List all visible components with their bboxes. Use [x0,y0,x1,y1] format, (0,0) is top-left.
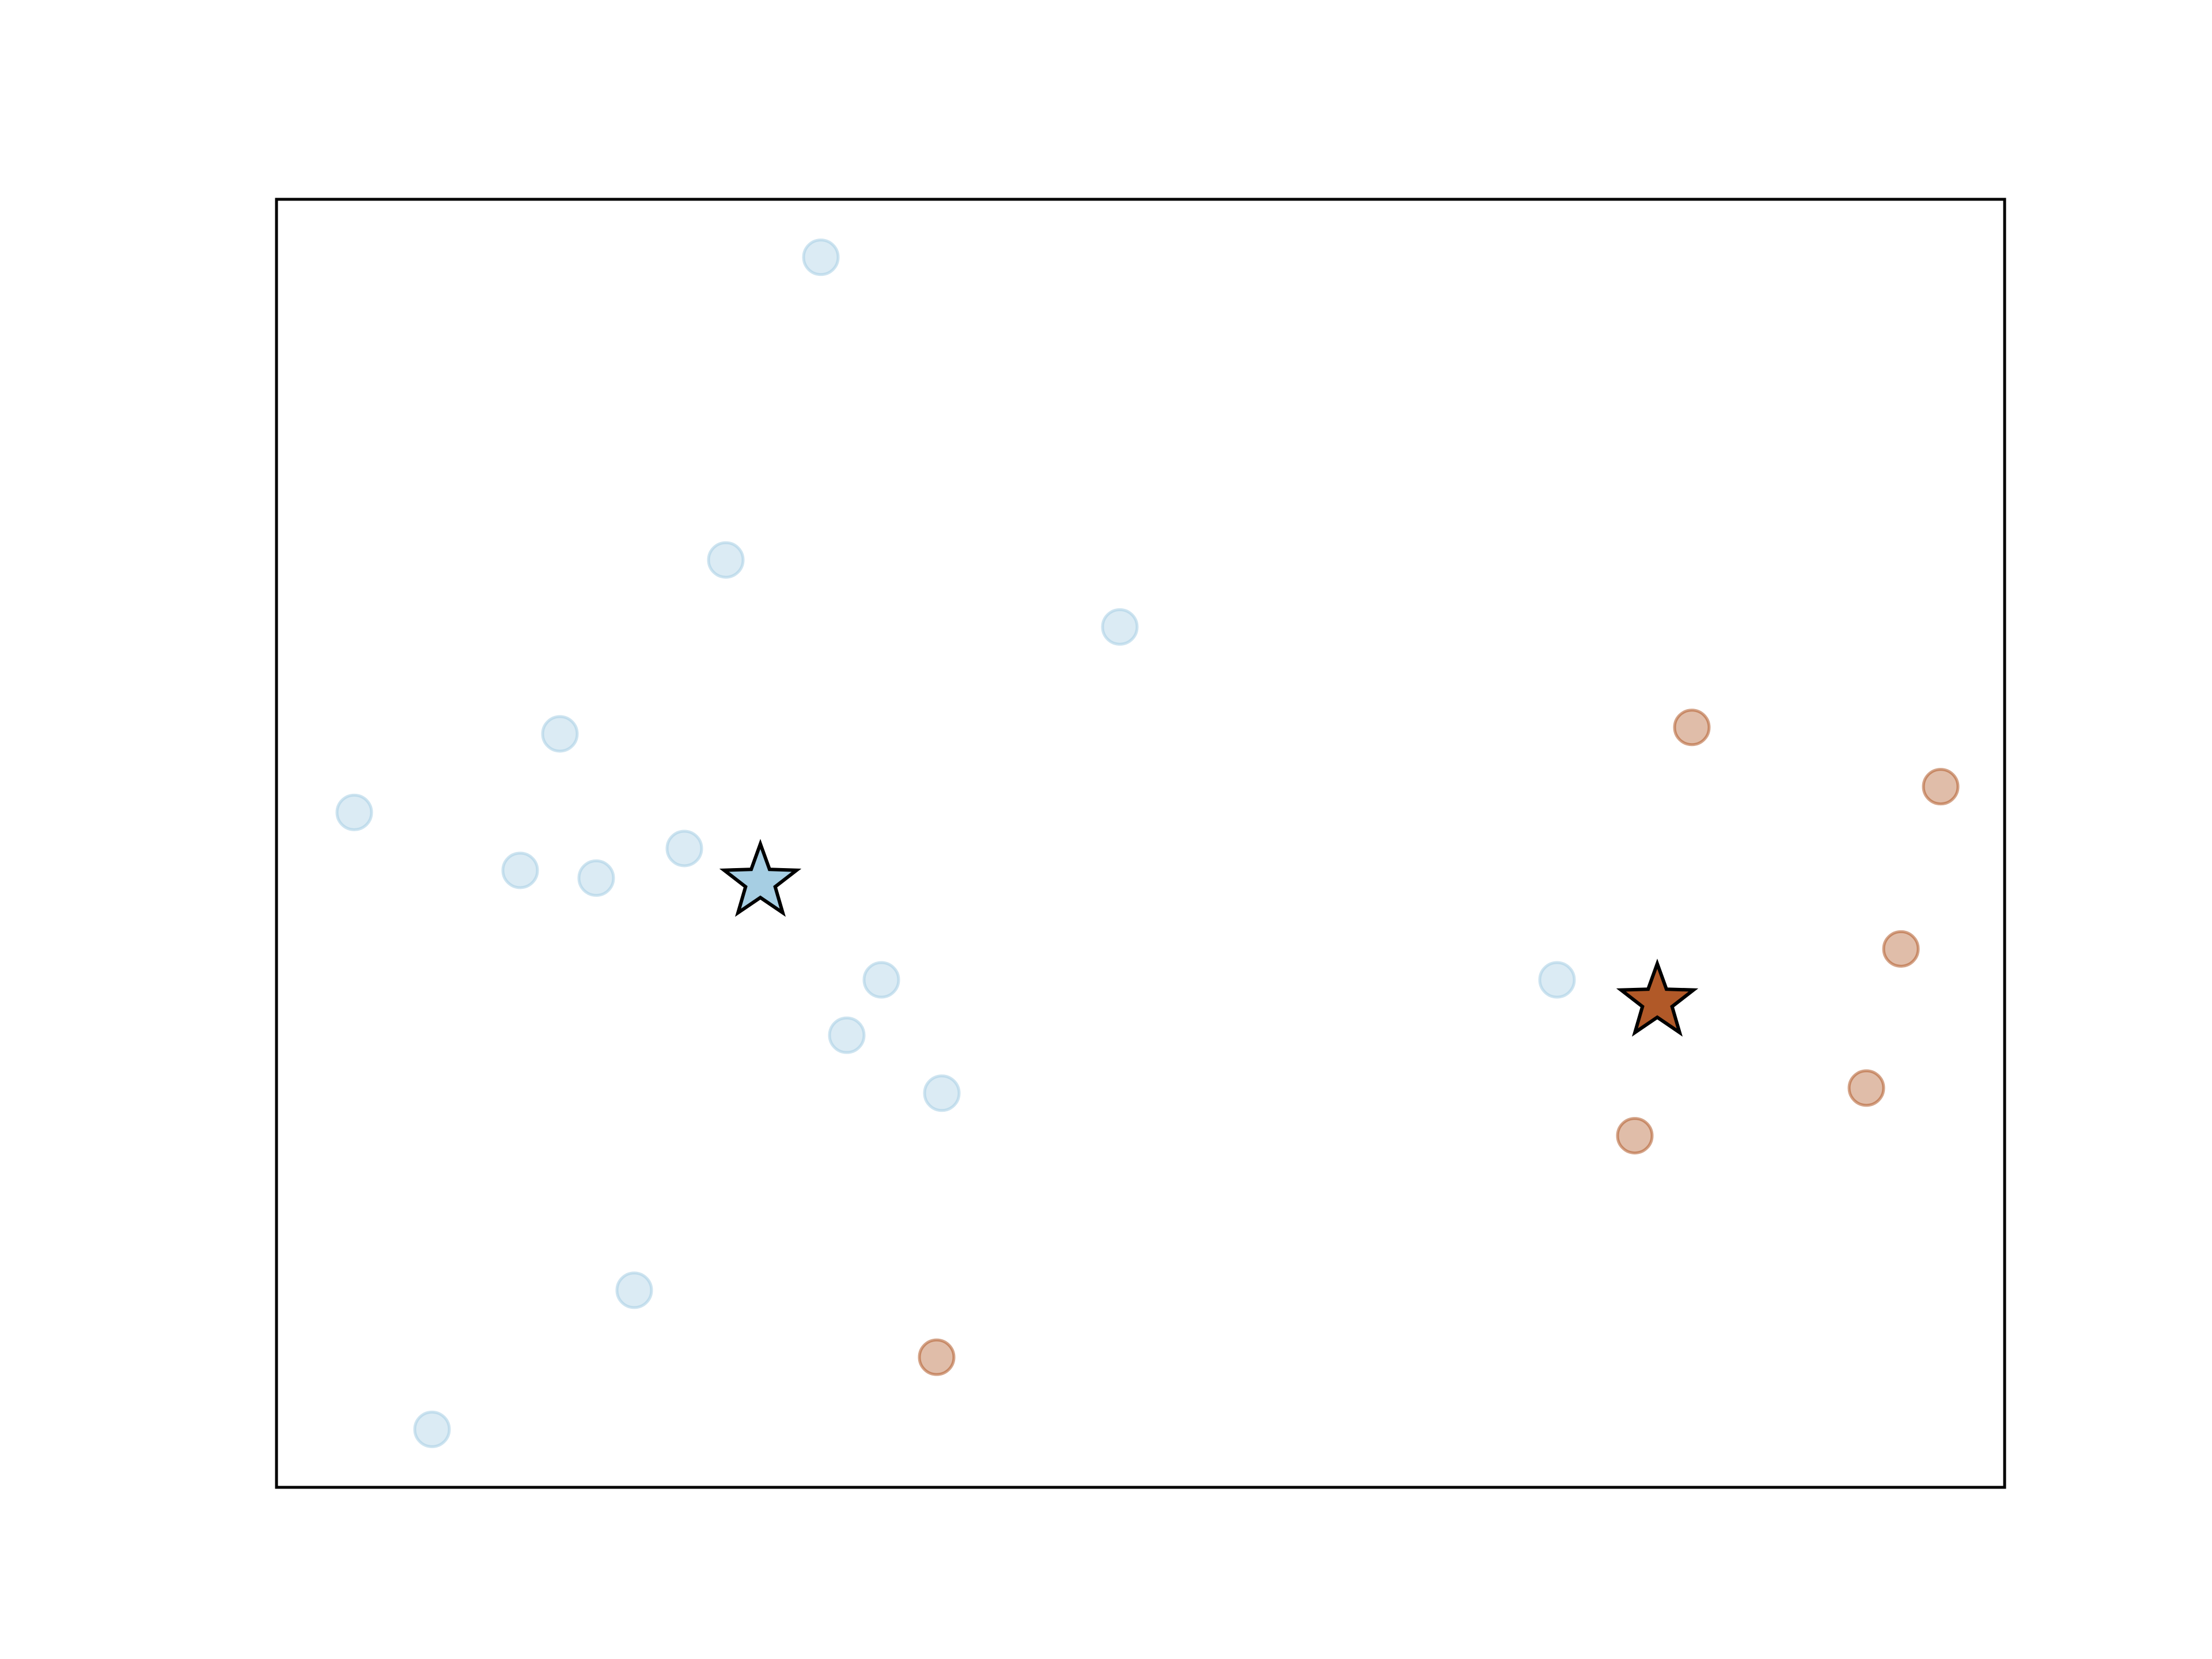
scatter-point-cluster-1-4 [1616,1117,1654,1155]
scatter-point-cluster-1-0 [1673,709,1711,747]
scatter-point-cluster-0-9 [828,1016,866,1054]
points-layer [335,238,1960,1448]
cluster-center-star-1 [1616,959,1699,1037]
centers-layer [719,839,1699,1037]
scatter-point-cluster-1-2 [1882,930,1920,968]
scatter-point-cluster-0-13 [413,1410,451,1448]
scatter-point-cluster-0-8 [862,961,900,999]
scatter-point-cluster-0-6 [577,859,615,897]
scatter-point-cluster-0-2 [1101,608,1139,646]
scatter-point-cluster-0-7 [501,851,539,889]
scatter-point-cluster-0-0 [802,238,840,276]
scatter-point-cluster-0-1 [707,541,745,579]
scatter-point-cluster-0-10 [923,1074,961,1112]
scatter-point-cluster-0-12 [615,1271,653,1309]
scatter-point-cluster-0-4 [335,793,373,831]
axes-frame [275,198,2006,1489]
scatter-point-cluster-1-5 [918,1338,956,1376]
scatter-point-cluster-0-3 [541,715,579,753]
scatter-point-cluster-0-5 [665,830,703,868]
scatter-point-cluster-1-3 [1847,1069,1885,1107]
scatter-point-cluster-0-11 [1538,961,1576,999]
scatter-point-cluster-1-1 [1922,768,1960,806]
cluster-center-star-0 [719,839,802,917]
